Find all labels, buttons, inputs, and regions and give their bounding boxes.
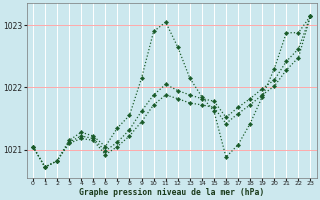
X-axis label: Graphe pression niveau de la mer (hPa): Graphe pression niveau de la mer (hPa) — [79, 188, 264, 197]
